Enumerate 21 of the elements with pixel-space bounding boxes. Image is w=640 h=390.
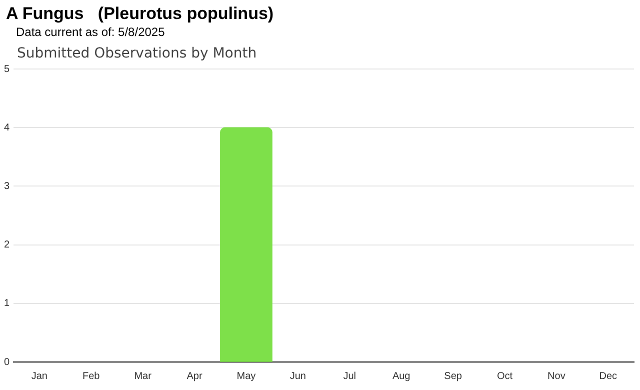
x-tick-label: Dec: [599, 370, 618, 382]
y-tick-label: 4: [4, 122, 10, 134]
text: Submitted Observations by Month: [17, 46, 257, 62]
x-tick-label: Aug: [392, 370, 410, 382]
x-tick-label: Sep: [444, 370, 462, 382]
x-tick-label: Jul: [343, 370, 356, 382]
y-tick-label: 1: [4, 298, 10, 310]
x-tick-label: Jan: [31, 370, 48, 382]
x-tick-label: Feb: [82, 370, 100, 382]
x-tick-label: Nov: [548, 370, 566, 382]
x-tick-label: Jun: [290, 370, 306, 382]
x-tick-label: May: [236, 370, 256, 382]
y-tick-label: 3: [4, 180, 10, 192]
x-tick-label: Apr: [186, 370, 203, 382]
y-tick-label: 0: [4, 356, 10, 368]
y-tick-label: 5: [4, 64, 10, 75]
chart-subtitle: Data current as of: 5/8/2025: [16, 25, 165, 39]
x-tick-label: Mar: [134, 370, 152, 382]
y-tick-label: 2: [4, 240, 10, 251]
x-tick-label: Oct: [496, 370, 513, 382]
chart-title: A Fungus (Pleurotus populinus): [6, 4, 274, 24]
